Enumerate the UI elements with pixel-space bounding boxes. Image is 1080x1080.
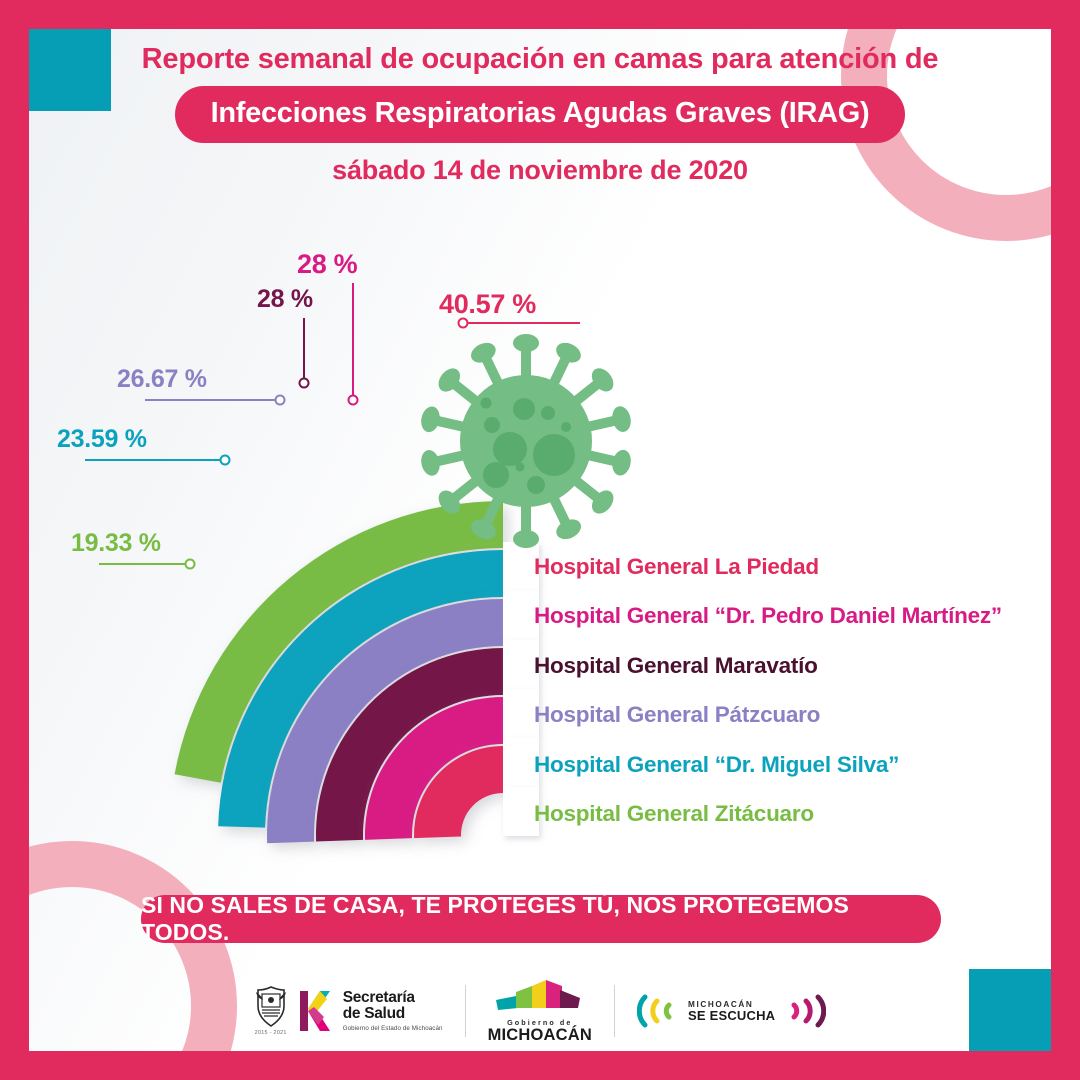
value-label-la-piedad: 40.57 % [439,289,536,319]
michoacan-line-1: Gobierno de [507,1018,573,1028]
coat-of-arms-years: 2015 - 2021 [254,1030,287,1036]
value-label-pedro-daniel-martinez: 28 % [297,249,358,279]
corner-square-bottom-right [969,969,1051,1051]
arc-band [174,501,503,783]
legend-tab [503,738,539,787]
arc-band [218,550,503,828]
footer-logos: 2015 - 2021 Secretaría de Salud Gobierno… [29,975,1051,1047]
escucha-line-2: SE ESCUCHA [688,1008,776,1024]
logo-gobierno-michoacan: Gobierno de MICHOACÁN [487,980,593,1045]
poster-canvas: Reporte semanal de ocupación en camas pa… [29,29,1051,1051]
legend-item-zitacuaro[interactable]: Hospital General Zitácuaro [534,790,1044,840]
virus-icon [421,334,631,548]
leader-dot-maravatio [298,377,310,389]
legend-label: Hospital General “Dr. Miguel Silva” [534,751,900,777]
prevention-banner: SI NO SALES DE CASA, TE PROTEGES TÚ, NOS… [141,892,941,945]
report-date: sábado 14 de noviembre de 2020 [332,155,748,185]
leader-dot-pedro-daniel-martinez [347,394,359,406]
arc-band [266,599,503,844]
logo-divider [464,985,466,1037]
radial-bar-chart: 19.33 % 23.59 % 26.67 % 28 % 28 % 40.57 … [29,29,1051,1051]
legend-tab [503,640,539,689]
legend-tab [503,542,539,591]
logo-michoacan-se-escucha: MICHOACÁN SE ESCUCHA [637,980,827,1042]
value-label-zitacuaro: 19.33 % [71,529,161,557]
coat-of-arms-icon [255,986,286,1027]
header: Reporte semanal de ocupación en camas pa… [29,43,1051,186]
title-line-1: Reporte semanal de ocupación en camas pa… [141,43,939,75]
sound-wave-left-icon [637,994,672,1028]
arc-band [414,746,503,839]
leader-dot-la-piedad [457,317,469,329]
salud-title-line-2: de Salud [342,1005,406,1022]
logo-divider [614,985,616,1037]
michoacan-fan-icon [495,980,580,1011]
title-pill: Infecciones Respiratorias Agudas Graves … [174,86,906,143]
michoacan-line-2: MICHOACÁN [487,1026,593,1045]
arc-bands [174,501,503,844]
leader-dot-patzcuaro [274,394,286,406]
prevention-banner-text: SI NO SALES DE CASA, TE PROTEGES TÚ, NOS… [141,892,849,945]
legend-label: Hospital General La Piedad [534,553,819,579]
escucha-line-1: MICHOACÁN [688,999,754,1009]
legend-tab [503,591,539,640]
corner-square-top-left [29,29,111,111]
legend-label: Hospital General Zitácuaro [534,801,814,827]
leader-dot-zitacuaro [184,558,196,570]
salud-k-icon [299,991,330,1031]
leader-dot-miguel-silva [219,454,231,466]
legend-item-patzcuaro[interactable]: Hospital General Pátzcuaro [534,691,1044,741]
legend-item-maravatio[interactable]: Hospital General Maravatío [534,641,1044,691]
logo-secretaria-de-salud: 2015 - 2021 Secretaría de Salud Gobierno… [254,980,443,1042]
legend-label: Hospital General Pátzcuaro [534,702,821,728]
legend-item-la-piedad[interactable]: Hospital General La Piedad [534,542,1044,592]
value-label-maravatio: 28 % [257,285,313,313]
legend-label: Hospital General Maravatío [534,652,818,678]
legend-label: Hospital General “Dr. Pedro Daniel Martí… [534,603,1002,629]
legend-item-pedro-daniel-martinez[interactable]: Hospital General “Dr. Pedro Daniel Martí… [534,592,1044,642]
salud-subtitle: Gobierno del Estado de Michoacán [342,1024,443,1032]
value-label-miguel-silva: 23.59 % [57,425,147,453]
chart-legend: Hospital General La Piedad Hospital Gene… [534,542,1044,839]
value-label-patzcuaro: 26.67 % [117,365,207,393]
sound-wave-right-icon [791,994,827,1028]
arc-band [316,647,503,842]
legend-item-miguel-silva[interactable]: Hospital General “Dr. Miguel Silva” [534,740,1044,790]
legend-tab [503,689,539,738]
salud-title-line-1: Secretaría [342,989,415,1007]
arc-band [365,697,503,840]
legend-tab [503,787,539,836]
